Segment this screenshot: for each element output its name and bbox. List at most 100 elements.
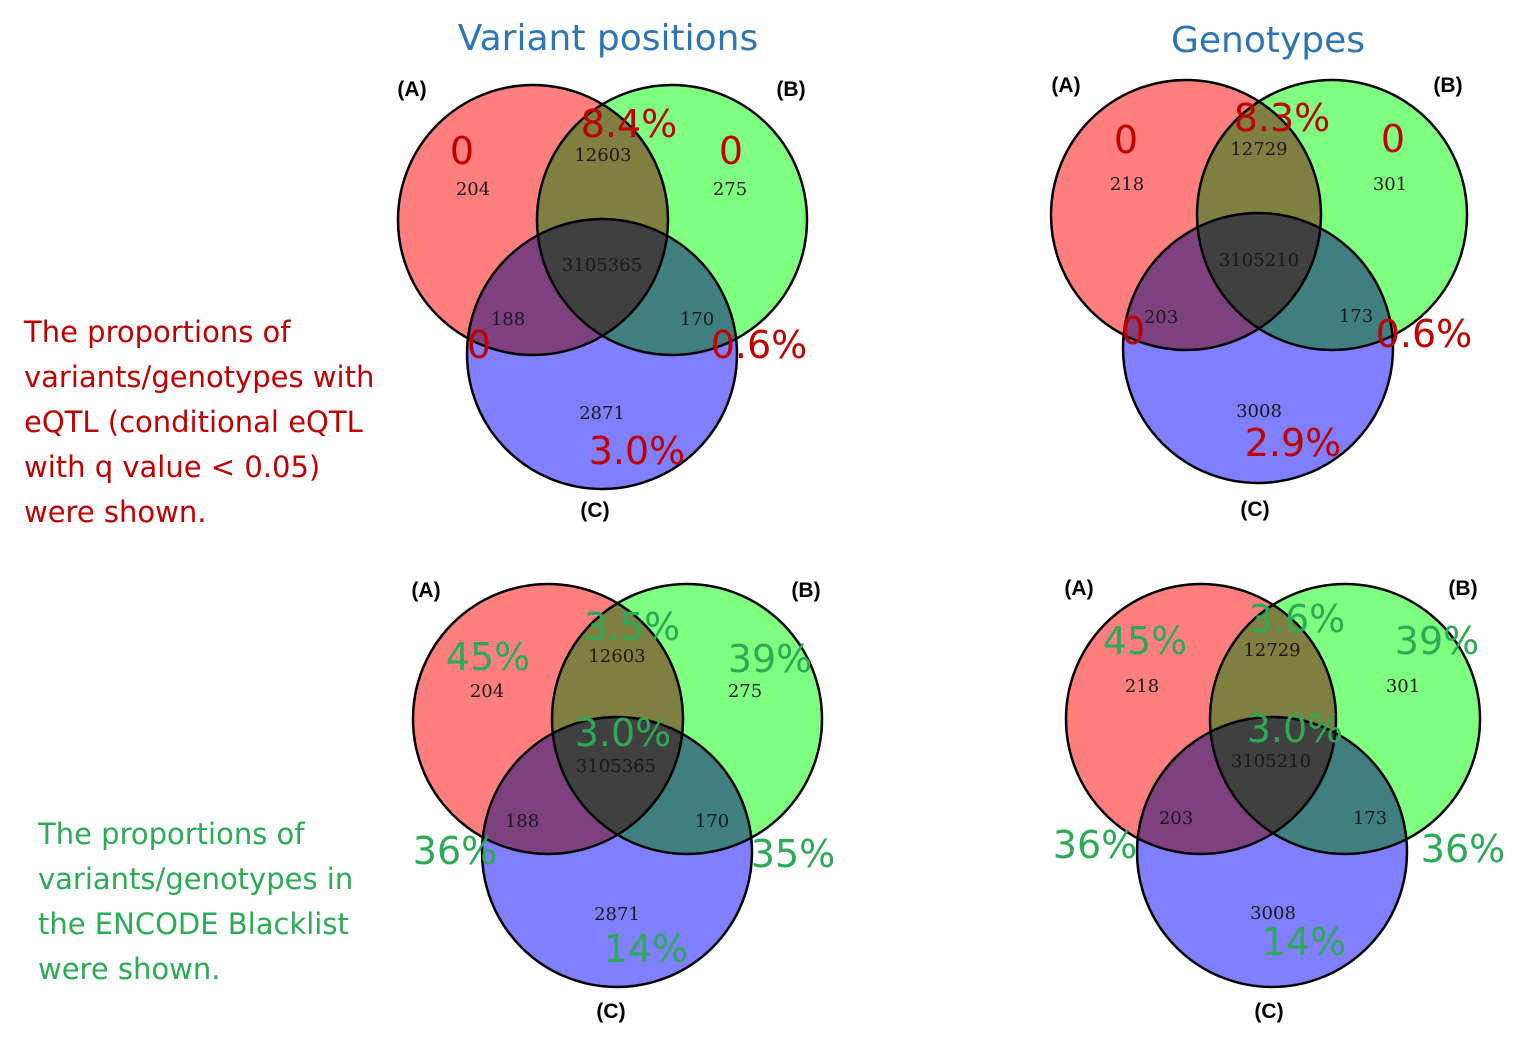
count-abc: 3105210 <box>1219 250 1299 271</box>
venn-diagram-variant-positions-blacklist: (A) (B) (C) 204 12603 275 3105365 188 170 2871 45%… <box>411 579 835 1023</box>
percent-ab: 3.6% <box>1249 597 1346 641</box>
set-label-b: (B) <box>1433 74 1462 97</box>
count-b: 275 <box>728 681 762 702</box>
count-a: 204 <box>456 179 490 200</box>
percent-abc: 3.0% <box>1247 707 1344 751</box>
set-label-a: (A) <box>397 78 426 101</box>
count-b: 275 <box>713 179 747 200</box>
count-abc: 3105365 <box>576 756 656 777</box>
count-a: 218 <box>1125 676 1159 697</box>
percent-ac: 36% <box>1053 823 1137 867</box>
set-b-outline <box>535 83 809 357</box>
percent-c: 14% <box>604 927 688 971</box>
count-c: 3008 <box>1250 903 1296 924</box>
title-genotypes: Genotypes <box>1171 20 1365 61</box>
percent-abc: 3.0% <box>575 711 672 755</box>
set-label-a: (A) <box>1064 577 1093 600</box>
count-bc: 170 <box>695 811 729 832</box>
venn-fills <box>1066 584 1480 987</box>
set-a-outline <box>411 582 685 856</box>
set-label-c: (C) <box>580 499 609 522</box>
count-b: 301 <box>1373 174 1407 195</box>
percent-a: 45% <box>446 635 530 679</box>
count-ac: 188 <box>505 811 539 832</box>
count-abc: 3105365 <box>562 255 642 276</box>
count-c: 3008 <box>1236 401 1282 422</box>
percent-ac: 36% <box>413 829 497 873</box>
percent-a: 0 <box>450 129 474 173</box>
percent-b: 0 <box>1381 117 1405 161</box>
percent-ab: 8.3% <box>1234 96 1331 140</box>
set-label-a: (A) <box>411 579 440 602</box>
count-a: 218 <box>1110 174 1144 195</box>
note-blacklist-line: variants/genotypes in <box>38 862 354 896</box>
set-b-outline <box>1195 78 1469 352</box>
set-c-outline <box>465 217 739 491</box>
percent-bc: 0.6% <box>1376 312 1473 356</box>
venn-diagram-variant-positions-eqtl: (A) (B) (C) 204 12603 275 3105365 188 170 2871 0 8.… <box>396 78 809 522</box>
set-c-outline <box>1121 211 1395 485</box>
set-label-c: (C) <box>1240 498 1269 521</box>
count-ab: 12729 <box>1243 640 1300 661</box>
note-eqtl-line: variants/genotypes with <box>24 360 375 394</box>
count-ab: 12603 <box>588 646 645 667</box>
set-label-a: (A) <box>1051 74 1080 97</box>
percent-b: 39% <box>728 637 812 681</box>
set-a-outline <box>1049 78 1323 352</box>
percent-bc: 36% <box>1421 827 1505 871</box>
count-ac: 188 <box>491 309 525 330</box>
count-bc: 170 <box>680 309 714 330</box>
set-label-b: (B) <box>1448 577 1477 600</box>
percent-ab: 3.5% <box>584 605 681 649</box>
venn-diagram-genotypes-blacklist: (A) (B) (C) 218 12729 301 3105210 203 173 3008 45%… <box>1053 577 1505 1023</box>
set-a-outline <box>1064 582 1338 856</box>
set-c-circle <box>1123 213 1393 483</box>
note-blacklist-line: the ENCODE Blacklist <box>38 907 349 941</box>
note-eqtl-line: were shown. <box>24 495 207 529</box>
count-ac: 203 <box>1144 307 1178 328</box>
note-blacklist-line: The proportions of <box>38 817 305 851</box>
note-blacklist-line: were shown. <box>38 952 221 986</box>
percent-ac: 0 <box>1121 309 1145 353</box>
set-b-outline <box>1208 582 1482 856</box>
set-c-circle <box>467 219 737 489</box>
title-variant-positions: Variant positions <box>458 18 758 59</box>
set-c-outline <box>1135 715 1409 989</box>
count-ac: 203 <box>1159 808 1193 829</box>
set-label-b: (B) <box>791 579 820 602</box>
note-eqtl: The proportions of variants/genotypes wi… <box>24 310 374 535</box>
venn-fills <box>1051 80 1467 483</box>
set-label-c: (C) <box>596 1000 625 1023</box>
percent-bc: 35% <box>751 832 835 876</box>
percent-ac: 0 <box>467 323 491 367</box>
percent-b: 0 <box>719 129 743 173</box>
percent-b: 39% <box>1395 619 1479 663</box>
count-bc: 173 <box>1353 808 1387 829</box>
set-c-circle <box>1137 717 1407 987</box>
note-eqtl-line: eQTL (conditional eQTL <box>24 405 363 439</box>
note-eqtl-line: The proportions of <box>24 315 291 349</box>
set-label-b: (B) <box>776 78 805 101</box>
count-abc: 3105210 <box>1231 751 1311 772</box>
set-label-c: (C) <box>1254 1000 1283 1023</box>
percent-c: 2.9% <box>1245 421 1342 465</box>
venn-fills <box>398 85 807 489</box>
count-bc: 173 <box>1339 306 1373 327</box>
percent-ab: 8.4% <box>581 102 678 146</box>
count-c: 2871 <box>594 904 640 925</box>
count-ab: 12729 <box>1230 139 1287 160</box>
percent-bc: 0.6% <box>711 323 808 367</box>
set-b-outline <box>550 582 824 856</box>
count-a: 204 <box>470 681 504 702</box>
percent-a: 0 <box>1114 118 1138 162</box>
set-c-outline <box>480 715 754 989</box>
note-eqtl-line: with q value < 0.05) <box>24 450 321 484</box>
count-ab: 12603 <box>574 145 631 166</box>
note-blacklist: The proportions of variants/genotypes in… <box>38 812 353 992</box>
percent-c: 3.0% <box>589 429 686 473</box>
venn-diagram-genotypes-eqtl: (A) (B) (C) 218 12729 301 3105210 203 173 3008 0 8.… <box>1049 74 1473 521</box>
percent-c: 14% <box>1262 920 1346 964</box>
set-a-outline <box>396 83 670 357</box>
